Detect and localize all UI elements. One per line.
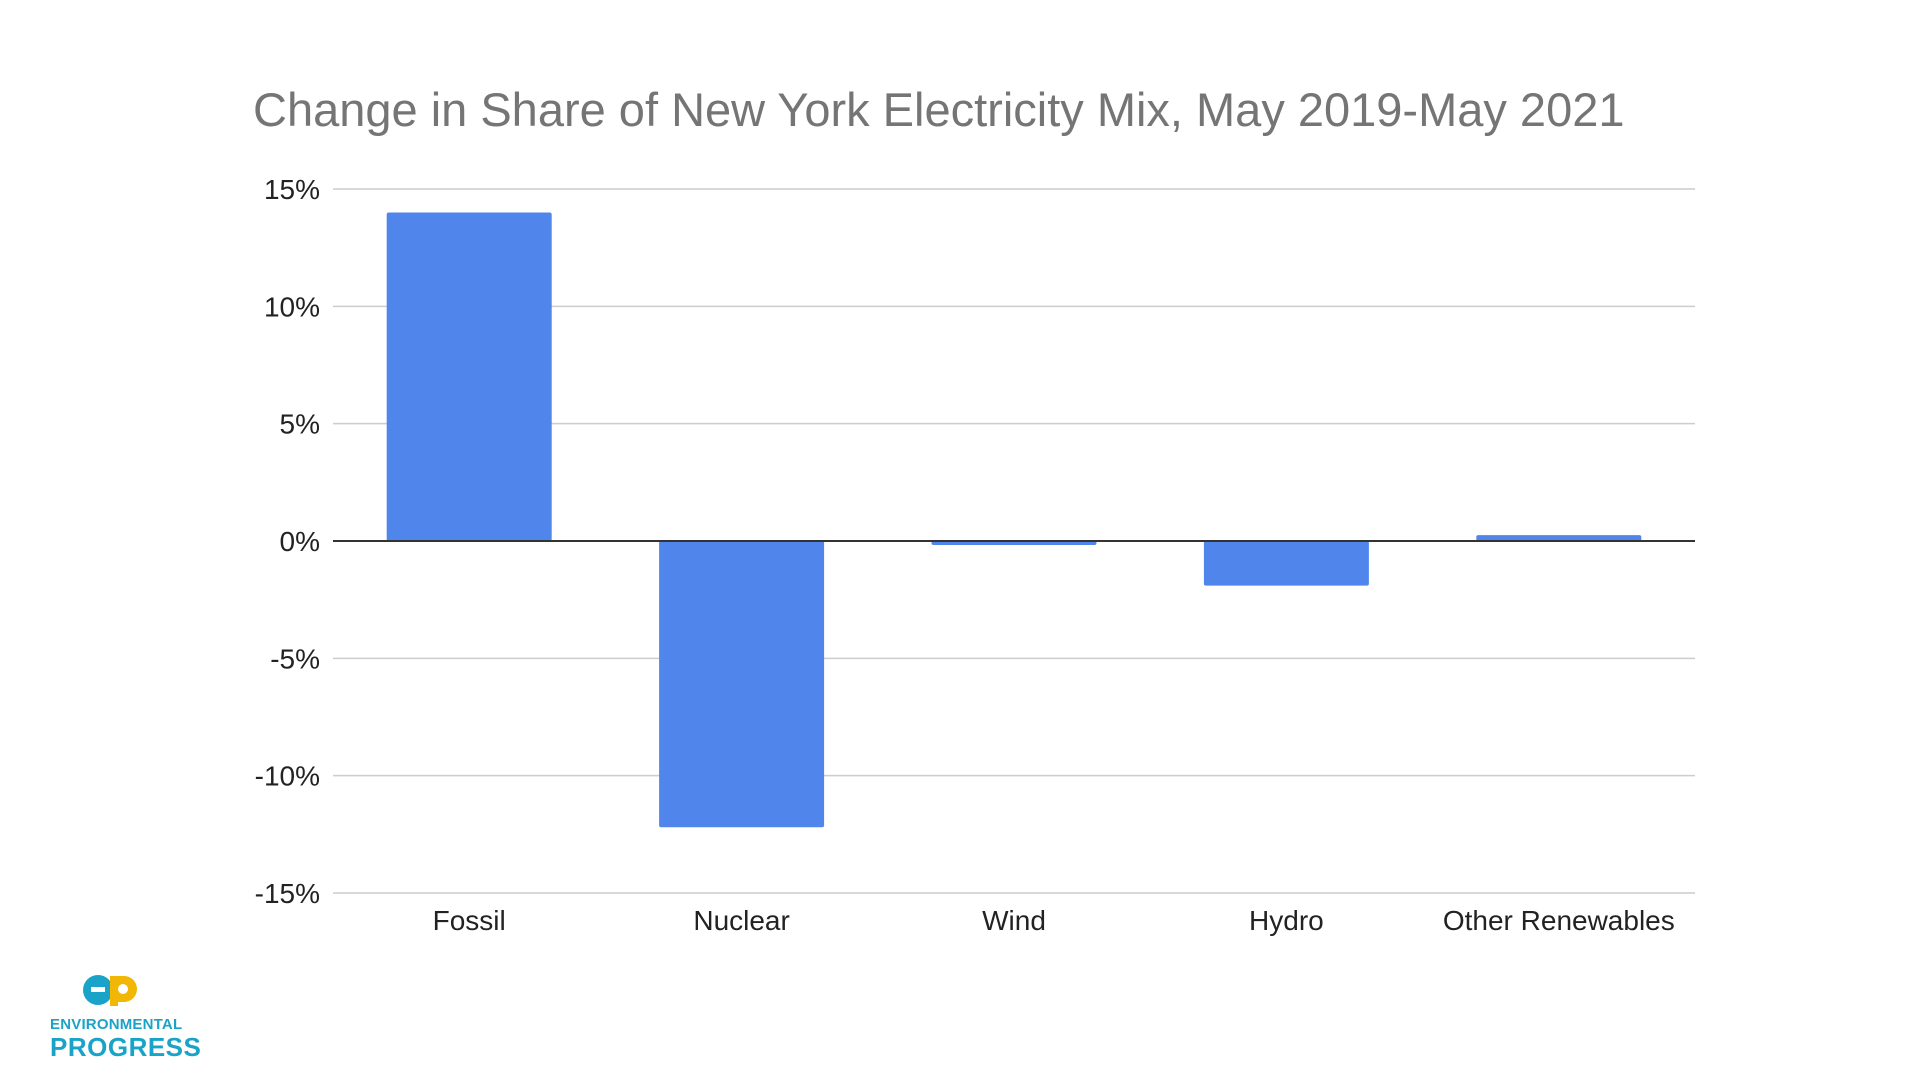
y-tick-label: -15% bbox=[255, 878, 320, 909]
bar-nuclear bbox=[659, 541, 825, 828]
x-category-label: Other Renewables bbox=[1443, 905, 1675, 936]
chart-title: Change in Share of New York Electricity … bbox=[253, 83, 1625, 136]
y-tick-label: 10% bbox=[264, 291, 320, 322]
logo-text-progress: PROGRESS bbox=[50, 1032, 202, 1062]
environmental-progress-logo: ENVIRONMENTAL PROGRESS bbox=[44, 974, 201, 1064]
y-tick-label: 0% bbox=[280, 526, 320, 557]
x-category-label: Fossil bbox=[433, 905, 506, 936]
y-tick-label: 15% bbox=[264, 174, 320, 205]
bar-fossil bbox=[386, 212, 552, 541]
bar-other-renewables bbox=[1476, 535, 1642, 541]
logo-text-environmental: ENVIRONMENTAL bbox=[50, 1016, 183, 1033]
y-axis-ticks: 15% 10% 5% 0% -5% -10% -15% bbox=[255, 174, 320, 909]
bars bbox=[386, 212, 1642, 828]
x-category-label: Hydro bbox=[1249, 905, 1324, 936]
x-category-label: Nuclear bbox=[693, 905, 789, 936]
y-tick-label: 5% bbox=[280, 409, 320, 440]
y-tick-label: -5% bbox=[270, 643, 320, 674]
y-tick-label: -10% bbox=[255, 761, 320, 792]
x-category-label: Wind bbox=[982, 905, 1046, 936]
x-axis-categories: Fossil Nuclear Wind Hydro Other Renewables bbox=[433, 905, 1675, 936]
gridlines bbox=[333, 188, 1695, 894]
ep-logo-icon bbox=[83, 975, 137, 1006]
bar-hydro bbox=[1203, 541, 1369, 586]
